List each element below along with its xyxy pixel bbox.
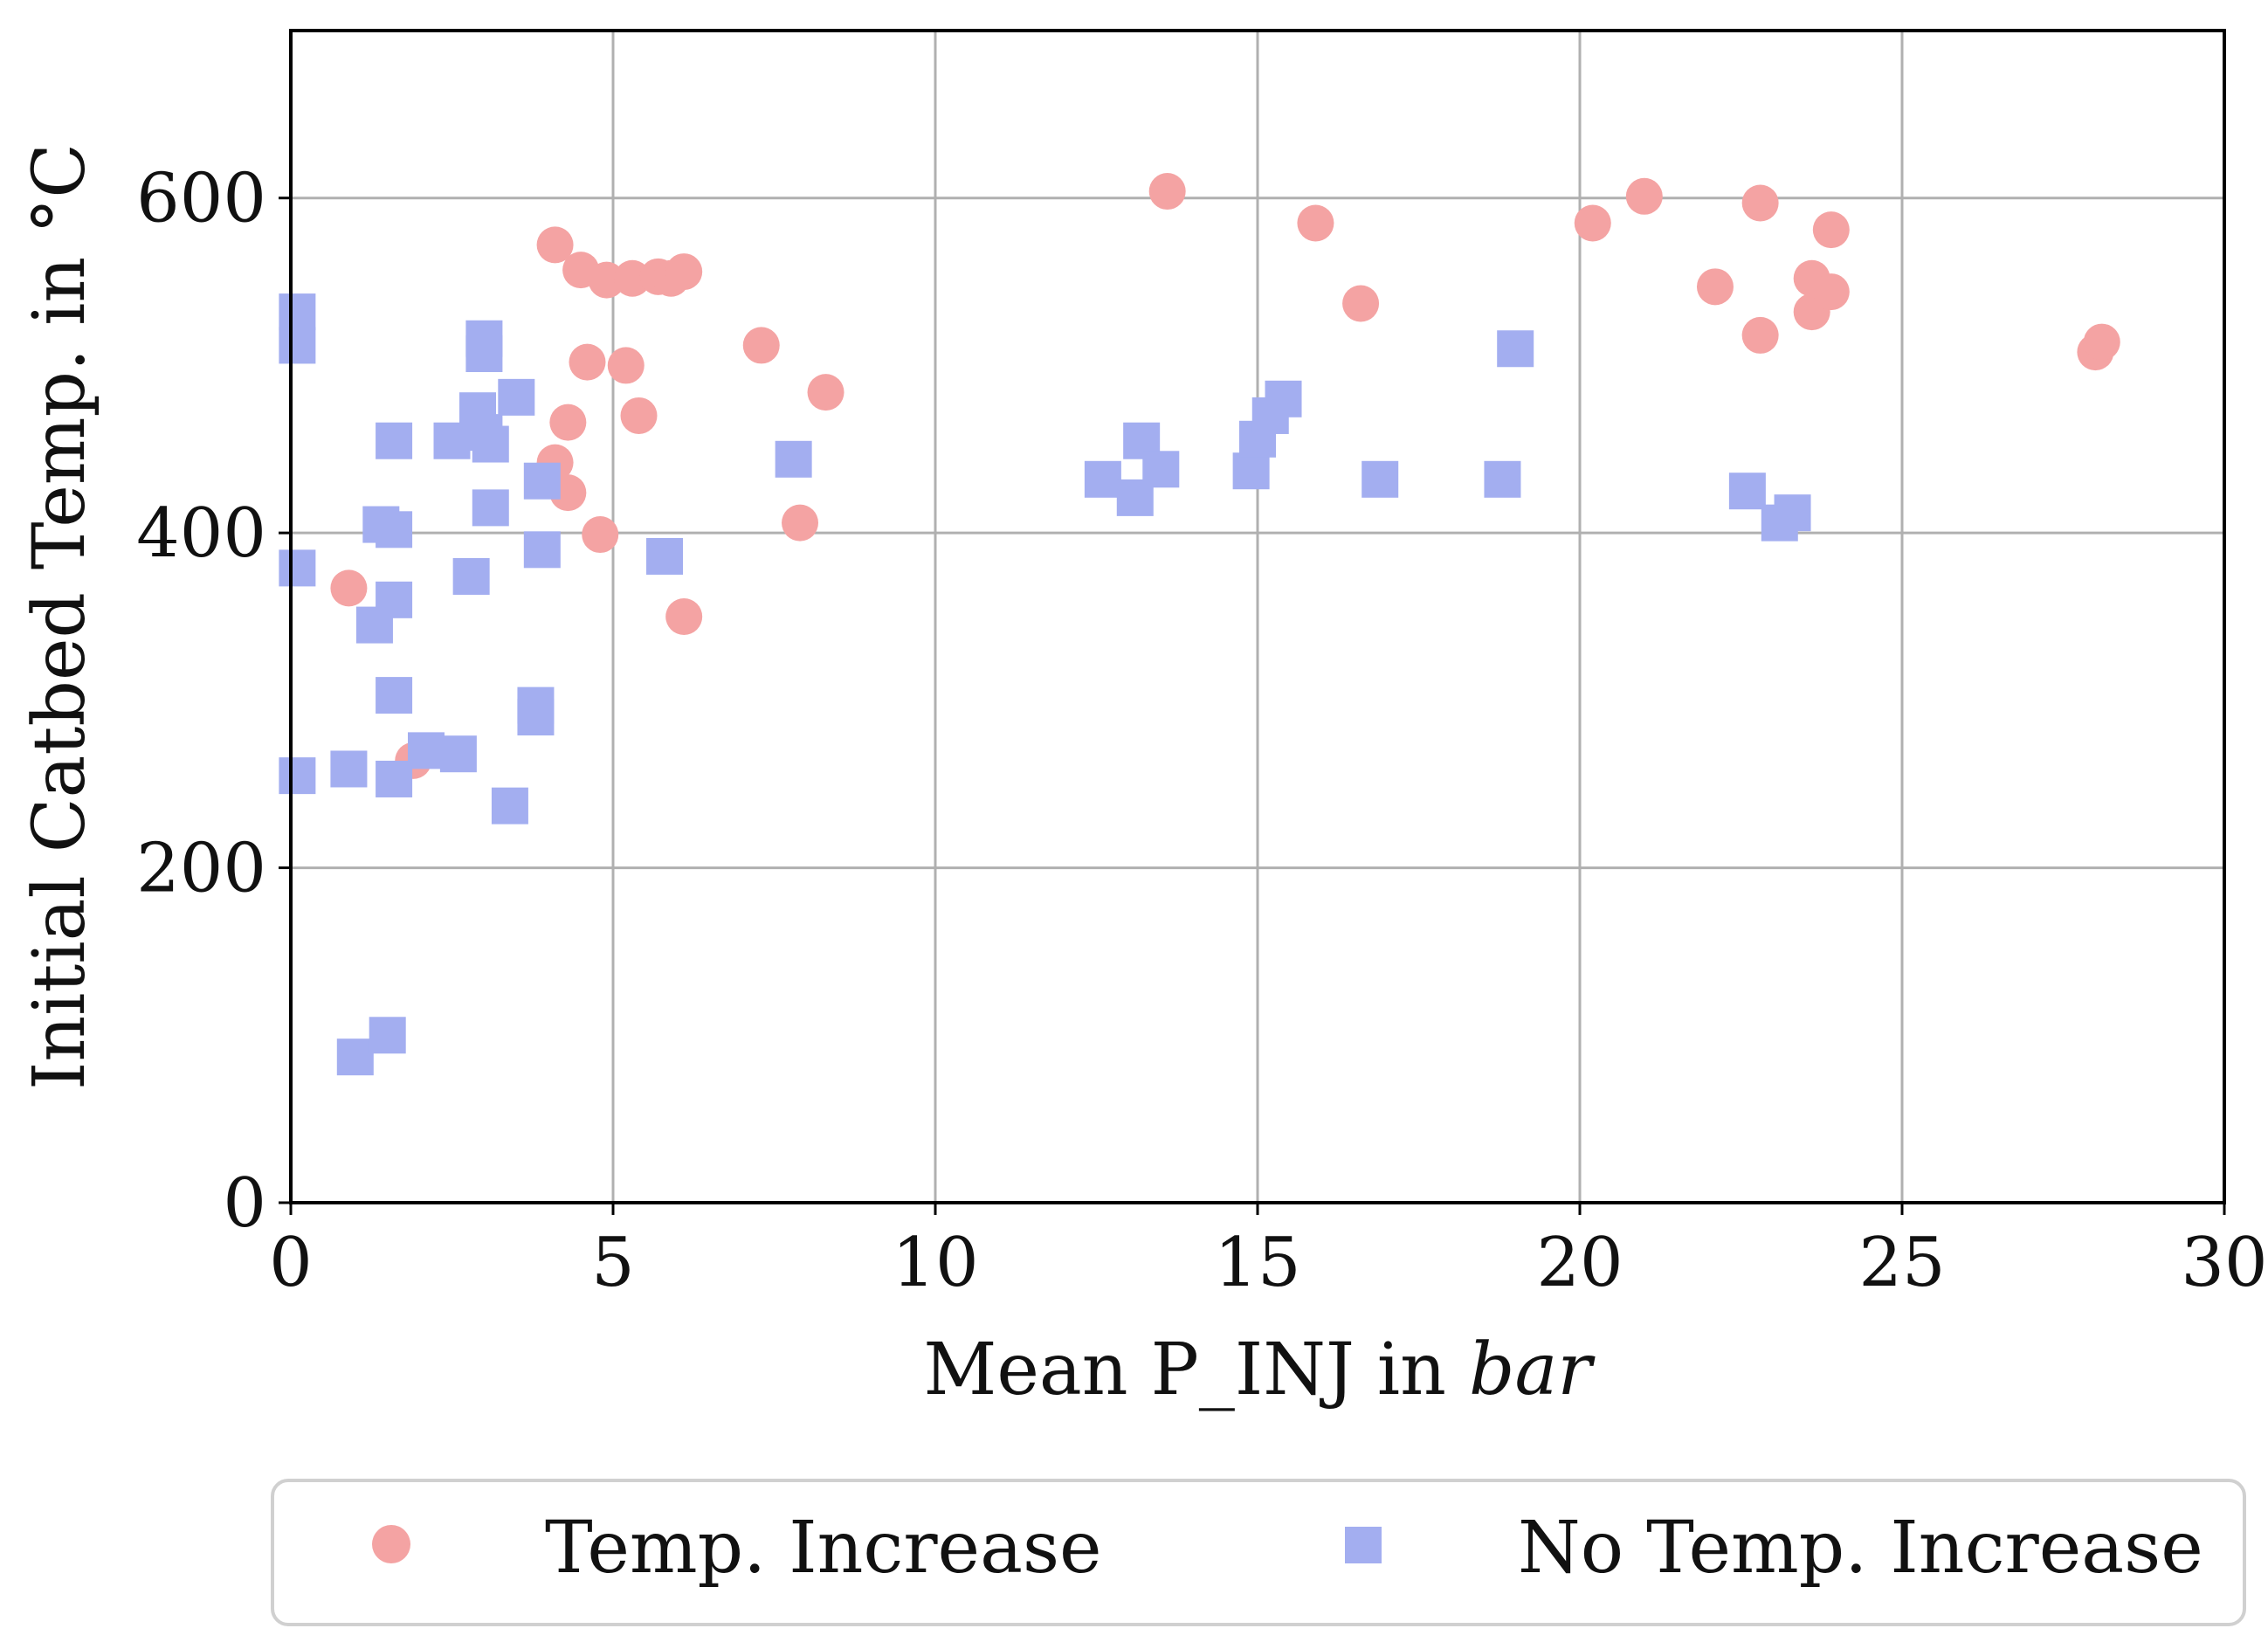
point-no-temp-increase: [279, 327, 316, 364]
point-no-temp-increase: [376, 511, 413, 549]
point-no-temp-increase: [1774, 494, 1811, 532]
point-no-temp-increase: [376, 677, 413, 714]
x-tick-label: 25: [1858, 1224, 1945, 1302]
x-tick-label: 10: [892, 1224, 978, 1302]
point-no-temp-increase: [407, 732, 445, 769]
point-temp-increase: [1741, 184, 1779, 222]
point-no-temp-increase: [491, 787, 528, 824]
x-tick-label: 20: [1536, 1224, 1623, 1302]
y-tick-label: 200: [136, 830, 266, 908]
point-no-temp-increase: [517, 687, 555, 724]
point-temp-increase: [569, 343, 606, 381]
point-no-temp-increase: [1361, 460, 1399, 498]
point-temp-increase: [742, 327, 780, 364]
point-temp-increase: [620, 397, 658, 434]
point-no-temp-increase: [376, 422, 413, 459]
point-temp-increase: [1342, 285, 1380, 322]
point-temp-increase: [1574, 204, 1611, 242]
point-temp-increase: [782, 504, 819, 542]
legend-marker-no-temp-increase: [1345, 1527, 1382, 1563]
point-temp-increase: [2083, 323, 2120, 361]
y-tick-label: 400: [136, 494, 266, 573]
point-no-temp-increase: [523, 531, 561, 569]
point-temp-increase: [1696, 268, 1734, 306]
y-tick-label: 0: [223, 1164, 266, 1243]
point-temp-increase: [549, 404, 587, 441]
point-no-temp-increase: [279, 757, 316, 795]
legend-marker-temp-increase: [372, 1525, 410, 1563]
point-temp-increase: [1812, 273, 1850, 311]
point-temp-increase: [1625, 177, 1663, 215]
point-no-temp-increase: [472, 425, 509, 463]
point-no-temp-increase: [376, 581, 413, 618]
x-tick-label: 0: [269, 1224, 313, 1302]
legend-label-no-temp-increase: No Temp. Increase: [1518, 1507, 2203, 1590]
grid: [291, 31, 2224, 1203]
y-axis-title: Initial Catbed Temp. in °C: [18, 143, 101, 1090]
point-no-temp-increase: [439, 735, 477, 773]
axis-ticks: 0 5 10 15 20 25 30 0 200 400 600: [136, 160, 2268, 1302]
point-temp-increase: [1812, 211, 1850, 249]
point-no-temp-increase: [775, 440, 812, 478]
point-no-temp-increase: [646, 537, 684, 575]
point-temp-increase: [665, 253, 703, 291]
point-no-temp-increase: [1265, 380, 1302, 417]
x-tick-label: 5: [591, 1224, 635, 1302]
legend: Temp. Increase No Temp. Increase: [271, 1479, 2246, 1626]
point-no-temp-increase: [1484, 460, 1521, 498]
point-temp-increase: [1741, 316, 1779, 354]
point-temp-increase: [607, 347, 645, 384]
point-no-temp-increase: [472, 489, 509, 527]
point-no-temp-increase: [279, 293, 316, 331]
point-temp-increase: [330, 569, 368, 607]
point-no-temp-increase: [1084, 460, 1121, 498]
point-no-temp-increase: [1232, 452, 1270, 490]
point-temp-increase: [582, 516, 619, 554]
point-no-temp-increase: [369, 1017, 406, 1054]
legend-label-temp-increase: Temp. Increase: [545, 1507, 1102, 1590]
data-points: [279, 173, 2120, 1076]
legend-box: [271, 1479, 2246, 1626]
point-no-temp-increase: [1142, 451, 1180, 488]
point-temp-increase: [665, 598, 703, 635]
point-no-temp-increase: [336, 1038, 374, 1076]
point-temp-increase: [1148, 173, 1186, 210]
point-no-temp-increase: [1497, 330, 1534, 368]
point-no-temp-increase: [465, 335, 503, 373]
point-no-temp-increase: [452, 557, 490, 595]
x-axis-title-text: Mean P_INJ in: [923, 1328, 1469, 1411]
x-tick-label: 15: [1214, 1224, 1300, 1302]
point-temp-increase: [536, 226, 574, 264]
point-no-temp-increase: [523, 462, 561, 500]
point-no-temp-increase: [376, 760, 413, 797]
x-tick-label: 30: [2181, 1224, 2267, 1302]
point-no-temp-increase: [1728, 473, 1766, 510]
point-temp-increase: [1297, 204, 1334, 242]
point-no-temp-increase: [330, 750, 368, 788]
x-axis-title-unit: bar: [1469, 1328, 1596, 1411]
y-tick-label: 600: [136, 160, 266, 238]
point-no-temp-increase: [498, 378, 535, 416]
x-axis-title: Mean P_INJ in bar: [923, 1328, 1596, 1411]
point-temp-increase: [807, 374, 844, 411]
point-no-temp-increase: [279, 549, 316, 587]
